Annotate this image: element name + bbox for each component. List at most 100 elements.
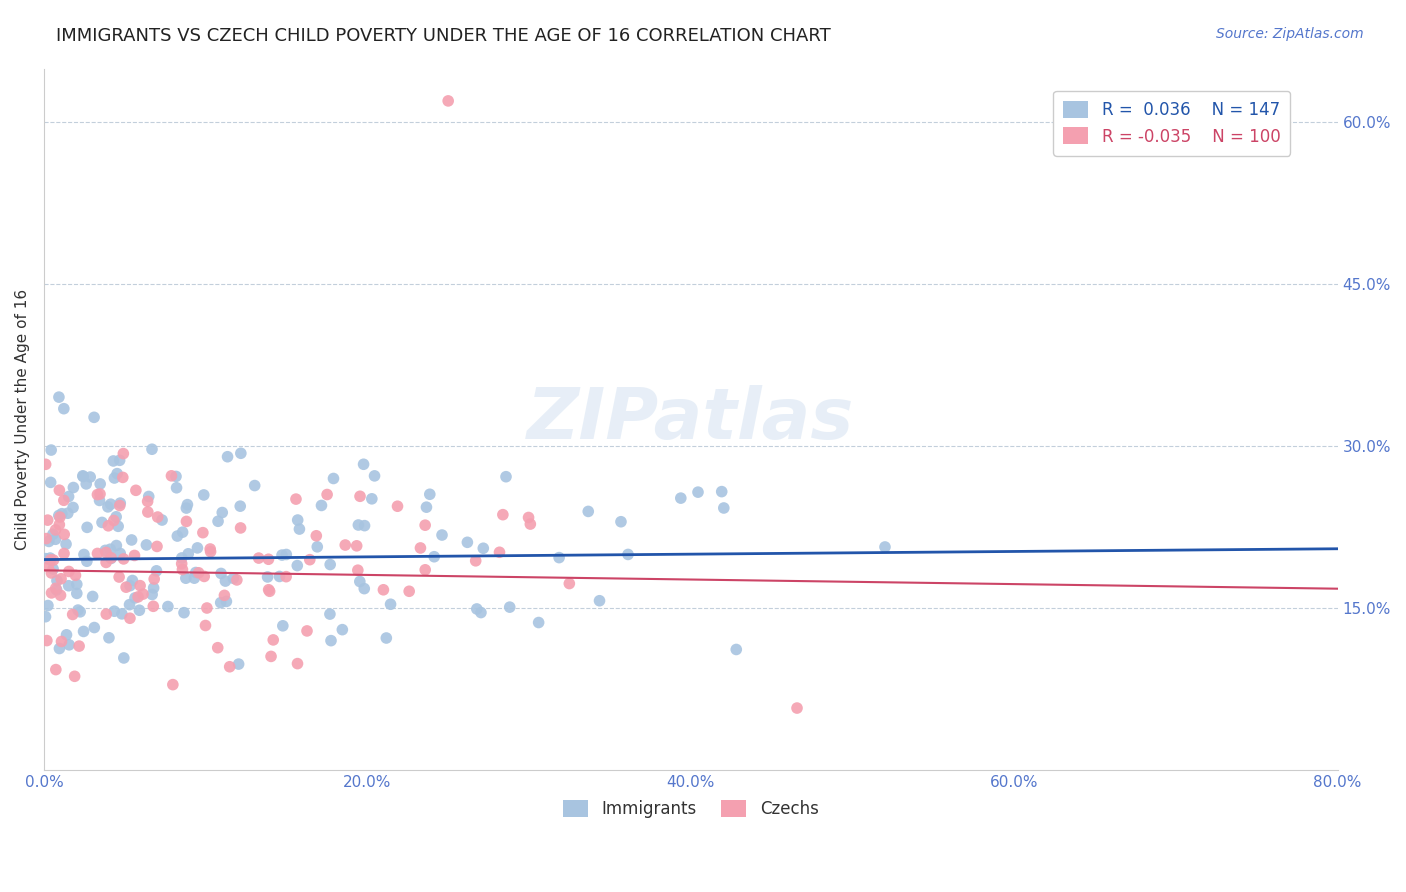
Point	[103, 604, 125, 618]
Point	[48, 483, 70, 498]
Point	[187, 566, 209, 580]
Point	[172, 525, 194, 540]
Point	[72, 468, 94, 483]
Point	[42, 562, 65, 576]
Point	[111, 470, 134, 484]
Point	[103, 454, 125, 468]
Point	[229, 521, 252, 535]
Point	[353, 457, 375, 471]
Point	[62, 607, 84, 622]
Point	[413, 563, 436, 577]
Legend: Immigrants, Czechs: Immigrants, Czechs	[557, 793, 825, 825]
Point	[110, 496, 132, 510]
Point	[576, 504, 599, 518]
Point	[146, 540, 169, 554]
Point	[363, 468, 385, 483]
Point	[166, 481, 188, 495]
Point	[415, 500, 437, 515]
Point	[142, 581, 165, 595]
Point	[222, 571, 245, 585]
Point	[346, 539, 368, 553]
Point	[89, 477, 111, 491]
Point	[287, 657, 309, 671]
Point	[311, 499, 333, 513]
Point	[75, 477, 97, 491]
Point	[387, 500, 409, 514]
Point	[470, 606, 492, 620]
Point	[112, 447, 135, 461]
Point	[217, 450, 239, 464]
Point	[170, 557, 193, 571]
Point	[52, 493, 75, 508]
Point	[69, 605, 91, 619]
Point	[48, 390, 70, 404]
Point	[193, 488, 215, 502]
Point	[527, 615, 550, 630]
Point	[617, 548, 640, 562]
Point	[94, 545, 117, 559]
Point	[41, 566, 63, 580]
Text: IMMIGRANTS VS CZECH CHILD POVERTY UNDER THE AGE OF 16 CORRELATION CHART: IMMIGRANTS VS CZECH CHILD POVERTY UNDER …	[56, 27, 831, 45]
Point	[373, 582, 395, 597]
Point	[98, 542, 121, 557]
Point	[183, 571, 205, 585]
Point	[100, 497, 122, 511]
Point	[45, 663, 67, 677]
Point	[97, 518, 120, 533]
Point	[45, 582, 67, 597]
Point	[669, 491, 692, 505]
Point	[330, 623, 353, 637]
Point	[124, 549, 146, 563]
Point	[39, 551, 62, 566]
Point	[347, 518, 370, 533]
Point	[108, 570, 131, 584]
Point	[375, 631, 398, 645]
Point	[103, 471, 125, 485]
Point	[124, 591, 146, 605]
Point	[472, 541, 495, 556]
Point	[63, 669, 86, 683]
Point	[464, 554, 486, 568]
Point	[38, 534, 60, 549]
Point	[260, 649, 283, 664]
Point	[129, 579, 152, 593]
Point	[132, 587, 155, 601]
Point	[423, 549, 446, 564]
Point	[48, 641, 70, 656]
Point	[34, 458, 56, 472]
Point	[194, 618, 217, 632]
Point	[55, 628, 77, 642]
Point	[298, 552, 321, 566]
Point	[398, 584, 420, 599]
Point	[76, 554, 98, 568]
Point	[110, 546, 132, 560]
Point	[322, 471, 344, 485]
Point	[118, 579, 141, 593]
Point	[72, 469, 94, 483]
Point	[48, 508, 70, 523]
Point	[186, 541, 208, 555]
Point	[257, 552, 280, 566]
Text: ZIPatlas: ZIPatlas	[527, 384, 855, 454]
Point	[34, 609, 56, 624]
Point	[548, 550, 571, 565]
Point	[319, 607, 342, 621]
Point	[166, 529, 188, 543]
Point	[193, 569, 215, 583]
Point	[138, 490, 160, 504]
Point	[495, 469, 517, 483]
Point	[347, 563, 370, 577]
Point	[156, 599, 179, 614]
Point	[51, 507, 73, 521]
Point	[349, 489, 371, 503]
Point	[108, 499, 131, 513]
Point	[86, 487, 108, 501]
Point	[430, 528, 453, 542]
Point	[173, 606, 195, 620]
Point	[419, 487, 441, 501]
Point	[125, 483, 148, 498]
Point	[150, 513, 173, 527]
Point	[269, 569, 291, 583]
Point	[72, 624, 94, 639]
Point	[55, 537, 77, 551]
